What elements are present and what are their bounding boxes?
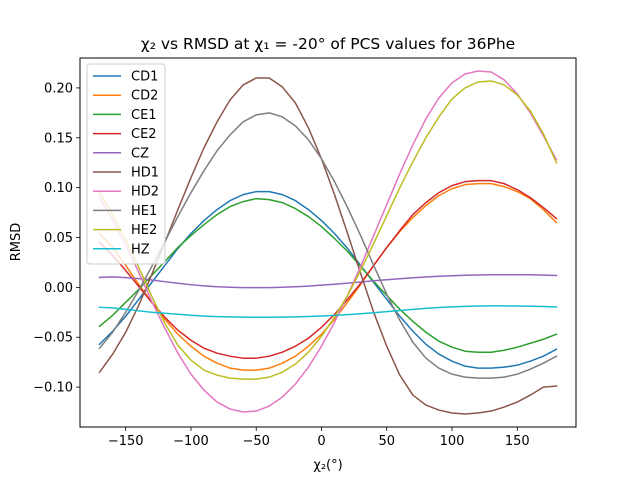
legend-label: HD1 — [131, 166, 159, 181]
x-axis-ticks: −150 −100 −50 0 50 100 150 — [108, 427, 530, 449]
legend-label: HD2 — [131, 185, 159, 200]
plot-area-frame — [79, 57, 577, 428]
x-tick-label: 0 — [317, 434, 325, 449]
legend-label: CD1 — [131, 70, 158, 85]
series-line-hd1 — [98, 77, 558, 415]
legend-label: CD2 — [131, 89, 158, 104]
series-line-hd2 — [98, 70, 558, 413]
x-tick-label: −150 — [108, 434, 144, 449]
x-tick-label: −100 — [173, 434, 209, 449]
series-line-ce1 — [98, 197, 558, 353]
legend-label: HE1 — [131, 204, 157, 219]
series-line-cd1 — [98, 190, 558, 369]
legend-label: CZ — [131, 146, 149, 161]
x-tick-label: 150 — [505, 434, 530, 449]
x-axis-label: χ₂(°) — [313, 458, 342, 473]
series-line-ce2 — [98, 179, 558, 359]
y-tick-label: −0.10 — [33, 381, 73, 396]
x-tick-label: 100 — [440, 434, 465, 449]
legend-label: CE2 — [131, 127, 157, 142]
legend-label: HE2 — [131, 223, 157, 238]
y-axis-ticks: −0.10 −0.05 0.00 0.05 0.10 0.15 0.20 — [33, 81, 80, 396]
chart-title: χ₂ vs RMSD at χ₁ = -20° of PCS values fo… — [141, 35, 515, 53]
y-tick-label: 0.05 — [44, 231, 73, 246]
y-tick-label: 0.00 — [44, 281, 73, 296]
y-tick-label: −0.05 — [33, 331, 73, 346]
y-tick-label: 0.20 — [44, 81, 73, 96]
y-tick-label: 0.10 — [44, 181, 73, 196]
y-axis-label: RMSD — [9, 223, 24, 262]
series-line-he1 — [98, 112, 558, 379]
series-line-cz — [98, 273, 558, 289]
x-tick-label: 50 — [378, 434, 395, 449]
series-line-he2 — [98, 80, 558, 380]
series-line-hz — [98, 305, 558, 318]
plot-lines — [98, 70, 558, 415]
legend-label: HZ — [131, 242, 150, 257]
x-tick-label: −50 — [242, 434, 269, 449]
y-tick-label: 0.15 — [44, 131, 73, 146]
legend-label: CE1 — [131, 108, 157, 123]
legend: CD1 CD2 CE1 CE2 CZ HD1 HD2 HE1 HE2 HZ — [86, 63, 166, 265]
